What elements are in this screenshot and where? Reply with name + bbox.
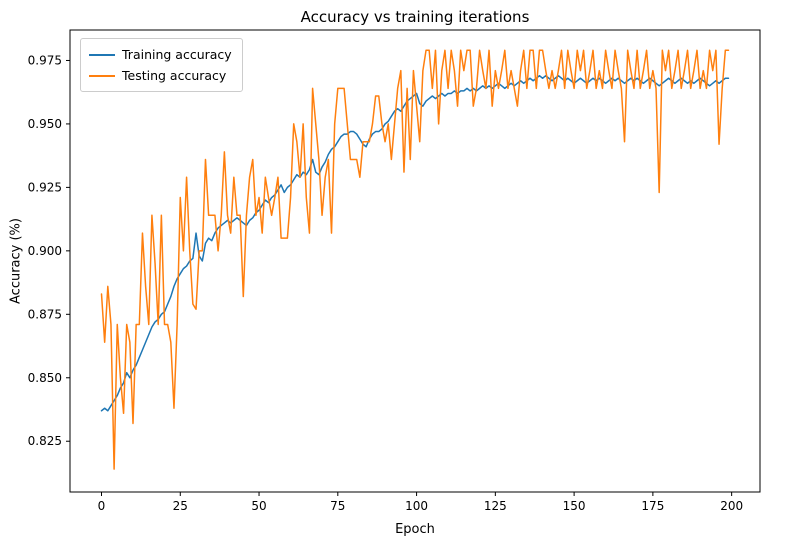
axes-frame [69,29,761,493]
x-tick-label: 125 [484,499,507,513]
legend: Training accuracy Testing accuracy [80,38,243,92]
y-tick-label: 0.925 [28,180,62,194]
y-axis-label: Accuracy (%) [8,218,24,304]
legend-label-testing: Testing accuracy [122,68,227,83]
y-tick-label: 0.975 [28,53,62,67]
x-tick-label: 200 [720,499,743,513]
y-tick-label: 0.875 [28,307,62,321]
x-tick-label: 25 [173,499,188,513]
x-tick-label: 100 [405,499,428,513]
testing-accuracy-line [100,49,730,470]
legend-item-testing: Testing accuracy [89,65,232,86]
testing-line-swatch [89,74,115,77]
x-tick-label: 175 [641,499,664,513]
x-tick-label: 50 [251,499,266,513]
x-axis-label: Epoch [395,522,435,537]
training-line-swatch [89,53,115,56]
legend-item-training: Training accuracy [89,44,232,65]
y-tick-label: 0.950 [28,117,62,131]
x-tick-label: 0 [98,499,106,513]
x-tick-label: 150 [563,499,586,513]
chart-title: Accuracy vs training iterations [300,8,530,26]
y-tick-label: 0.850 [28,371,62,385]
y-tick-label: 0.825 [28,434,62,448]
x-tick-label: 75 [330,499,345,513]
legend-label-training: Training accuracy [122,47,232,62]
y-tick-label: 0.900 [28,244,62,258]
training-accuracy-line [100,74,730,412]
